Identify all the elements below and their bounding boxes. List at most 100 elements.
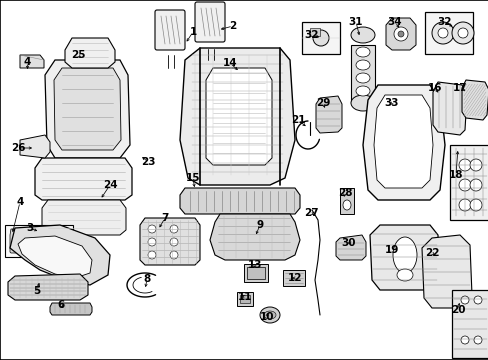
Polygon shape [315, 96, 341, 133]
Ellipse shape [458, 179, 470, 191]
Text: 3: 3 [26, 223, 34, 233]
Polygon shape [180, 48, 294, 185]
Bar [424, 12, 472, 54]
Bar [246, 267, 264, 279]
Polygon shape [20, 135, 50, 158]
Polygon shape [35, 158, 132, 200]
Bar [244, 264, 267, 282]
Ellipse shape [460, 336, 468, 344]
Text: 29: 29 [315, 98, 329, 108]
Ellipse shape [458, 199, 470, 211]
Text: 27: 27 [303, 208, 318, 218]
Text: 13: 13 [247, 260, 262, 270]
Ellipse shape [393, 27, 407, 41]
Polygon shape [54, 68, 121, 150]
Text: 1: 1 [189, 27, 196, 37]
Polygon shape [421, 235, 471, 308]
Polygon shape [50, 303, 92, 315]
Polygon shape [20, 55, 44, 68]
Text: 20: 20 [450, 305, 464, 315]
Ellipse shape [392, 237, 416, 273]
Text: 32: 32 [304, 30, 319, 40]
Polygon shape [58, 229, 68, 253]
Ellipse shape [355, 60, 369, 70]
Ellipse shape [460, 296, 468, 304]
Ellipse shape [260, 307, 280, 323]
Text: 7: 7 [161, 213, 168, 223]
Text: 4: 4 [23, 57, 31, 67]
Text: 15: 15 [185, 173, 200, 183]
Polygon shape [34, 229, 44, 253]
Ellipse shape [170, 238, 178, 246]
Ellipse shape [312, 30, 328, 46]
Polygon shape [22, 229, 32, 253]
Text: 33: 33 [384, 98, 398, 108]
Text: 31: 31 [348, 17, 363, 27]
Text: 19: 19 [384, 245, 398, 255]
Polygon shape [335, 235, 365, 260]
Ellipse shape [355, 73, 369, 83]
Ellipse shape [355, 47, 369, 57]
Polygon shape [46, 229, 56, 253]
Ellipse shape [342, 200, 350, 210]
Bar [309, 28, 319, 36]
Text: 17: 17 [452, 83, 467, 93]
Ellipse shape [397, 31, 403, 37]
Polygon shape [449, 145, 488, 220]
Polygon shape [45, 60, 130, 158]
Bar [240, 295, 249, 303]
Text: 5: 5 [33, 286, 41, 296]
Text: 8: 8 [143, 274, 150, 284]
Polygon shape [209, 214, 299, 260]
Bar [339, 188, 353, 214]
Polygon shape [140, 218, 200, 265]
Bar [283, 270, 305, 286]
Ellipse shape [350, 95, 374, 111]
Polygon shape [362, 85, 444, 200]
Polygon shape [18, 236, 92, 278]
Ellipse shape [473, 296, 481, 304]
Text: 12: 12 [287, 273, 302, 283]
Polygon shape [10, 229, 20, 253]
Ellipse shape [148, 238, 156, 246]
Polygon shape [432, 82, 466, 135]
Ellipse shape [431, 22, 453, 44]
Text: 21: 21 [290, 115, 305, 125]
Text: 26: 26 [11, 143, 25, 153]
Text: 24: 24 [102, 180, 117, 190]
Polygon shape [180, 188, 299, 214]
Text: 32: 32 [437, 17, 451, 27]
Ellipse shape [396, 269, 412, 281]
Text: 11: 11 [237, 292, 252, 302]
FancyBboxPatch shape [155, 10, 184, 50]
Polygon shape [205, 68, 271, 165]
Polygon shape [373, 95, 432, 188]
Text: 18: 18 [448, 170, 462, 180]
Text: 23: 23 [141, 157, 155, 167]
Ellipse shape [469, 199, 481, 211]
Text: 16: 16 [427, 83, 441, 93]
Ellipse shape [170, 251, 178, 259]
Polygon shape [8, 274, 88, 300]
Polygon shape [451, 290, 488, 358]
Text: 28: 28 [337, 188, 351, 198]
Text: 2: 2 [229, 21, 236, 31]
Ellipse shape [170, 225, 178, 233]
Polygon shape [10, 225, 110, 285]
Ellipse shape [350, 27, 374, 43]
FancyBboxPatch shape [195, 2, 224, 42]
Text: 22: 22 [424, 248, 438, 258]
Ellipse shape [457, 28, 467, 38]
Text: 9: 9 [256, 220, 263, 230]
Text: 25: 25 [71, 50, 85, 60]
Text: 6: 6 [57, 300, 64, 310]
Ellipse shape [264, 311, 275, 319]
Polygon shape [65, 38, 115, 68]
Ellipse shape [451, 22, 473, 44]
Ellipse shape [437, 28, 447, 38]
Ellipse shape [473, 336, 481, 344]
Text: 10: 10 [259, 312, 274, 322]
Ellipse shape [148, 251, 156, 259]
Text: 14: 14 [222, 58, 237, 68]
Text: 30: 30 [341, 238, 356, 248]
